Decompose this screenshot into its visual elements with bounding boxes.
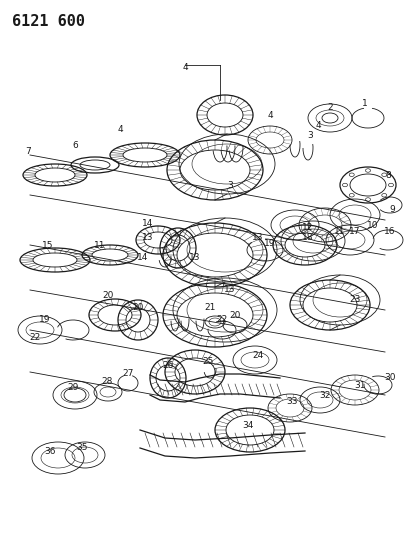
Text: 15: 15	[42, 240, 54, 249]
Text: 33: 33	[286, 398, 298, 407]
Text: 13: 13	[252, 232, 264, 241]
Text: 30: 30	[384, 374, 396, 383]
Text: 14: 14	[137, 254, 149, 262]
Text: 7: 7	[25, 148, 31, 157]
Text: 4: 4	[267, 110, 273, 119]
Text: 11: 11	[94, 240, 106, 249]
Text: 13: 13	[142, 233, 154, 243]
Text: 10: 10	[367, 221, 379, 230]
Text: 4: 4	[182, 63, 188, 72]
Text: 13: 13	[224, 286, 236, 295]
Text: 21: 21	[204, 303, 216, 312]
Text: 19: 19	[264, 238, 276, 247]
Text: 32: 32	[319, 391, 331, 400]
Text: 20: 20	[132, 303, 144, 312]
Text: 3: 3	[227, 181, 233, 190]
Text: 17: 17	[349, 228, 361, 237]
Text: 20: 20	[229, 311, 241, 319]
Text: 28: 28	[101, 377, 113, 386]
Text: 24: 24	[253, 351, 264, 359]
Text: 20: 20	[102, 290, 114, 300]
Text: 12: 12	[302, 223, 314, 232]
Text: 34: 34	[242, 421, 254, 430]
Text: 18: 18	[302, 233, 314, 243]
Text: 11: 11	[334, 228, 346, 237]
Text: 19: 19	[39, 316, 51, 325]
Text: 29: 29	[67, 384, 79, 392]
Text: 4: 4	[117, 125, 123, 134]
Text: 13: 13	[189, 254, 201, 262]
Text: 6121 600: 6121 600	[12, 14, 85, 29]
Text: 4: 4	[315, 120, 321, 130]
Text: 3: 3	[307, 131, 313, 140]
Text: 1: 1	[362, 99, 368, 108]
Text: 35: 35	[76, 443, 88, 453]
Text: 31: 31	[354, 381, 366, 390]
Text: 14: 14	[142, 219, 154, 228]
Text: 23: 23	[349, 295, 361, 304]
Text: 22: 22	[216, 316, 228, 325]
Text: 25: 25	[202, 358, 214, 367]
Text: 6: 6	[72, 141, 78, 149]
Text: 27: 27	[122, 368, 134, 377]
Text: 36: 36	[44, 448, 56, 456]
Text: 8: 8	[385, 171, 391, 180]
Text: 16: 16	[384, 228, 396, 237]
Text: 9: 9	[389, 206, 395, 214]
Text: 22: 22	[29, 334, 41, 343]
Text: 26: 26	[162, 360, 174, 369]
Text: 2: 2	[327, 103, 333, 112]
